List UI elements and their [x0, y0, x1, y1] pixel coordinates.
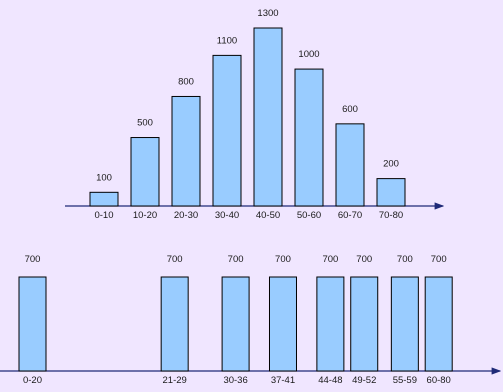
equal-width-histogram: 100 0-10 500 10-20 800 20-30 1100 30-40 1300 40-5…: [65, 8, 445, 221]
bottom-tick-label: 49-52: [352, 375, 376, 386]
top-tick-label: 60-70: [338, 210, 362, 221]
top-bar-0-10: [89, 191, 119, 207]
bottom-tick-label: 30-36: [223, 375, 247, 386]
top-data-label: 600: [342, 104, 358, 115]
bottom-bar-37-41: [268, 276, 297, 372]
bottom-bar-0-20: [18, 276, 47, 372]
bottom-bar-55-59: [390, 276, 419, 372]
bottom-tick-label: 55-59: [393, 375, 417, 386]
bottom-tick-label: 44-48: [318, 375, 342, 386]
top-data-label: 1100: [217, 35, 237, 46]
top-bar-60-70: [335, 123, 365, 207]
top-bar-70-80: [376, 178, 406, 207]
bottom-tick-label: 0-20: [23, 375, 42, 386]
bottom-data-label: 700: [167, 254, 183, 265]
bottom-tick-label: 60-80: [427, 375, 451, 386]
bottom-data-label: 700: [275, 254, 291, 265]
top-bar-40-50: [253, 27, 283, 207]
bottom-tick-label: 21-29: [163, 375, 187, 386]
top-data-label: 1300: [257, 8, 278, 19]
top-tick-label: 10-20: [133, 210, 157, 221]
bottom-data-label: 700: [25, 254, 41, 265]
bottom-bar-30-36: [221, 276, 250, 372]
bottom-data-label: 700: [228, 254, 244, 265]
top-data-label: 1000: [298, 49, 319, 60]
bottom-data-label: 700: [431, 254, 447, 265]
top-tick-label: 70-80: [379, 210, 403, 221]
top-tick-label: 30-40: [215, 210, 239, 221]
bottom-bar-60-80: [424, 276, 453, 372]
top-data-label: 100: [96, 172, 112, 183]
top-bar-50-60: [294, 68, 324, 207]
bottom-bar-44-48: [316, 276, 345, 372]
top-data-label: 800: [178, 76, 194, 87]
bottom-data-label: 700: [397, 254, 413, 265]
top-data-label: 500: [137, 118, 153, 129]
variable-range-histogram: 700 0-20 700 21-29 700 30-36 700 37-41 700 44-48 7…: [0, 254, 502, 386]
top-bar-30-40: [212, 54, 242, 207]
top-data-label: 200: [383, 159, 399, 170]
top-bar-10-20: [130, 137, 160, 207]
top-tick-label: 20-30: [174, 210, 198, 221]
top-bar-20-30: [171, 95, 201, 207]
top-tick-label: 0-10: [94, 210, 113, 221]
bottom-tick-label: 37-41: [271, 375, 295, 386]
bottom-bar-21-29: [160, 276, 189, 372]
bottom-data-label: 700: [322, 254, 338, 265]
bottom-data-label: 700: [356, 254, 372, 265]
top-tick-label: 40-50: [256, 210, 280, 221]
bottom-bar-49-52: [350, 276, 379, 372]
top-tick-label: 50-60: [297, 210, 321, 221]
